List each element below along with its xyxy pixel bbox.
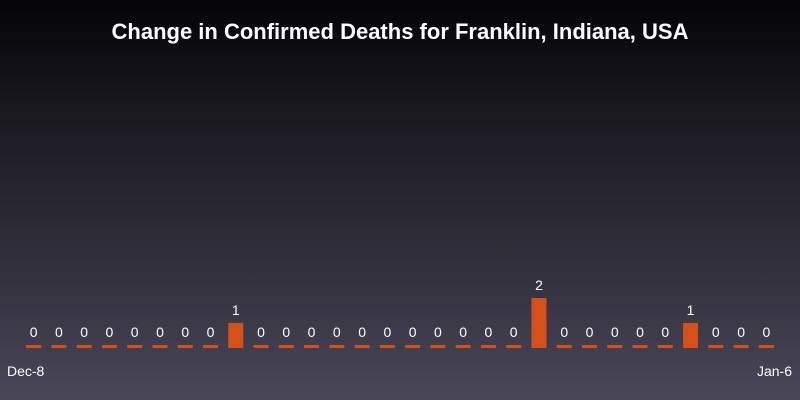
bar [51, 345, 67, 348]
bar [177, 345, 193, 348]
bar [506, 345, 522, 348]
bar-value-label: 0 [636, 324, 644, 340]
bar-value-label: 1 [232, 302, 240, 318]
bar-value-label: 0 [282, 324, 290, 340]
bar [304, 345, 320, 348]
bar-value-label: 0 [207, 324, 215, 340]
bar-value-label: 0 [611, 324, 619, 340]
bar-value-label: 0 [80, 324, 88, 340]
bar [455, 345, 471, 348]
bar [405, 345, 421, 348]
bar [253, 345, 269, 348]
bar [430, 345, 446, 348]
bar-value-label: 0 [257, 324, 265, 340]
bar [379, 345, 395, 348]
bar [127, 345, 143, 348]
bar-value-label: 0 [459, 324, 467, 340]
bar-value-label: 0 [510, 324, 518, 340]
x-tick-label-end: Jan-6 [757, 363, 792, 379]
bar-value-label: 0 [762, 324, 770, 340]
bar-value-label: 0 [737, 324, 745, 340]
bar [531, 298, 547, 348]
bar [101, 345, 117, 348]
bar-value-label: 0 [308, 324, 316, 340]
x-tick-label-start: Dec-8 [7, 363, 45, 379]
value-labels-group: 0 0 0 0 0 0 0 0 1 0 0 0 0 0 0 0 0 0 0 0 2 0 0 0 0 0 1 0 0 0 [30, 277, 771, 340]
bar-value-label: 0 [586, 324, 594, 340]
bar [607, 345, 623, 348]
bar-value-label: 0 [156, 324, 164, 340]
bar-value-label: 0 [181, 324, 189, 340]
bar [582, 345, 597, 348]
bar [480, 345, 496, 348]
bar-value-label: 0 [661, 324, 669, 340]
bar-value-label: 0 [106, 324, 114, 340]
bar [26, 345, 42, 348]
bars-group [26, 298, 774, 348]
bar [354, 345, 370, 348]
bar-value-label: 0 [383, 324, 391, 340]
bar [632, 345, 648, 348]
bar-value-label: 0 [358, 324, 366, 340]
bar [329, 345, 345, 348]
bar [556, 345, 572, 348]
bar [278, 345, 294, 348]
bar [758, 345, 774, 348]
bar-value-label: 0 [30, 324, 38, 340]
bar [683, 323, 699, 348]
bar-value-label: 0 [131, 324, 139, 340]
bar-value-label: 1 [687, 302, 695, 318]
bar [228, 323, 244, 348]
bar [733, 345, 749, 348]
bar [203, 345, 218, 348]
chart-title: Change in Confirmed Deaths for Franklin,… [111, 19, 689, 44]
bar-value-label: 0 [55, 324, 63, 340]
bar-value-label: 0 [485, 324, 493, 340]
bar-value-label: 0 [333, 324, 341, 340]
bar [152, 345, 168, 348]
bar-value-label: 2 [535, 277, 543, 293]
bar-value-label: 0 [712, 324, 720, 340]
bar-value-label: 0 [434, 324, 442, 340]
bar [657, 345, 673, 348]
bar [76, 345, 92, 348]
bar [708, 345, 724, 348]
bar-value-label: 0 [409, 324, 417, 340]
bar-value-label: 0 [560, 324, 568, 340]
